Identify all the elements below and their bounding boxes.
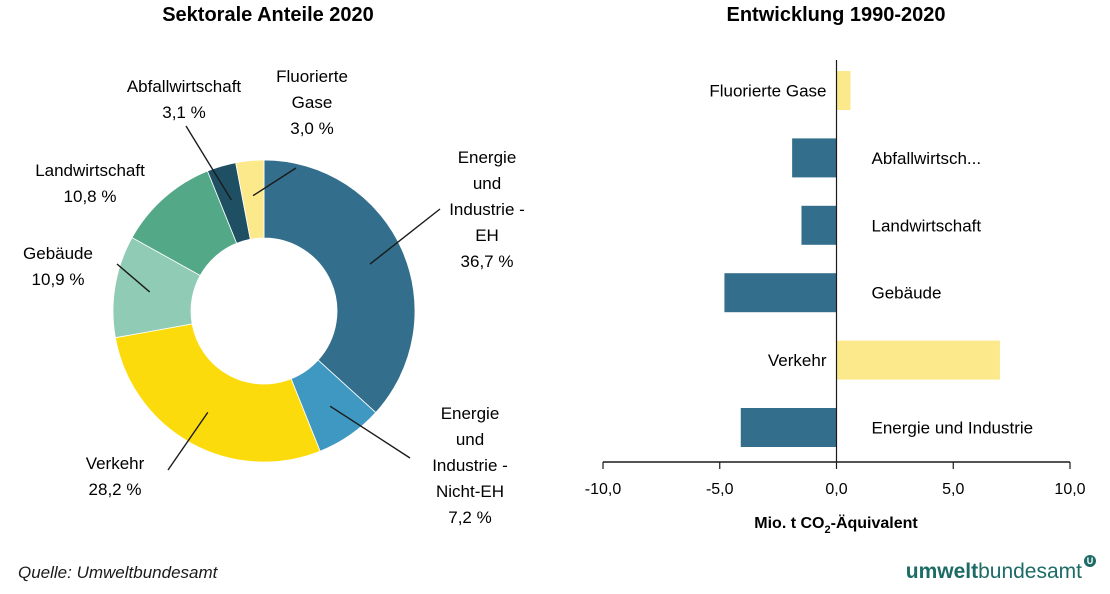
bar-chart: -10,0 -5,0 0,0 5,0 10,0 Fluorierte Gase Abfall… [585, 60, 1086, 498]
leader-line [369, 208, 441, 265]
slice-label: Landwirtschaft 10,8 % [35, 161, 145, 206]
slice-label: Abfallwirtschaft 3,1 % [127, 77, 242, 122]
donut-slice [235, 159, 265, 240]
category-label: Energie und Industrie [872, 419, 1034, 438]
bar [836, 71, 851, 110]
category-label: Gebäude [872, 284, 942, 303]
category-label: Verkehr [768, 351, 827, 370]
source-note: Quelle: Umweltbundesamt [18, 563, 218, 582]
x-tick-label: 0,0 [825, 481, 847, 498]
x-tick-label: 5,0 [942, 481, 964, 498]
slice-label: Verkehr 28,2 % [86, 454, 145, 499]
brand-mark-icon: U [1084, 555, 1096, 567]
slice-label: Fluorierte Gase 3,0 % [276, 67, 348, 138]
donut-slice [263, 159, 416, 414]
brand-logo: umweltbundesamt [905, 560, 1082, 583]
leader-line [252, 167, 297, 197]
donut-chart: Energie und Industrie -EH 36,7 % Energie und I… [23, 67, 525, 527]
x-tick-label: -10,0 [585, 481, 622, 498]
x-tick-label: -5,0 [706, 481, 734, 498]
bar-chart-title: Entwicklung 1990-2020 [727, 4, 946, 26]
category-label: Abfallwirtsch... [872, 149, 982, 168]
slice-label: Energie und Industrie -Nicht-EH 7,2 % [432, 404, 508, 527]
slice-label: Gebäude 10,9 % [23, 244, 93, 289]
x-tick-label: 10,0 [1054, 481, 1085, 498]
category-label: Fluorierte Gase [709, 82, 826, 101]
leader-line [185, 125, 232, 201]
bar [836, 340, 1000, 380]
bar [724, 273, 837, 313]
category-label: Landwirtschaft [872, 216, 982, 235]
donut-slice [114, 323, 321, 463]
donut-title: Sektorale Anteile 2020 [162, 4, 374, 26]
leader-line [167, 411, 209, 471]
leader-line [116, 263, 151, 293]
leader-line [329, 405, 411, 459]
slice-label: Energie und Industrie -EH 36,7 % [449, 148, 525, 271]
bar [801, 205, 837, 245]
x-axis-title: Mio. t CO2-Äquivalent [754, 514, 918, 536]
bar [792, 138, 837, 178]
bar [740, 408, 837, 447]
